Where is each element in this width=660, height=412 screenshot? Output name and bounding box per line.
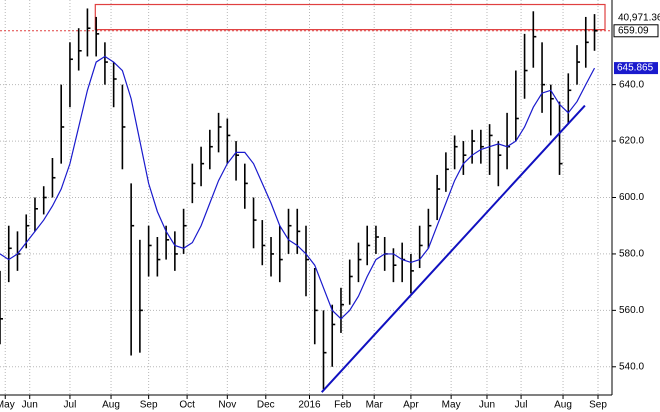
x-tick-label: Jul (64, 400, 77, 411)
price-label: 659.09 (618, 25, 649, 36)
price-box (613, 24, 659, 38)
x-tick-label: Aug (102, 400, 120, 411)
y-tick-label: 560.0 (619, 305, 644, 316)
x-tick-label: Aug (554, 400, 572, 411)
x-tick-label: Dec (257, 400, 275, 411)
x-tick-label: Sep (589, 400, 607, 411)
ma-box (614, 62, 658, 75)
x-tick-label: Oct (179, 400, 195, 411)
x-tick-label: Mar (366, 400, 384, 411)
x-tick-label: May (0, 400, 15, 411)
moving-average (0, 55, 596, 320)
resistance-box (94, 3, 606, 31)
y-tick-label: 580.0 (619, 249, 644, 260)
x-tick-label: Nov (218, 400, 236, 411)
x-tick-label: Jul (515, 400, 528, 411)
y-tick-label: 540.0 (619, 361, 644, 372)
x-tick-label: May (442, 400, 461, 411)
x-tick-label: Feb (334, 400, 352, 411)
trendline (321, 104, 586, 393)
x-tick-label: Jun (22, 400, 38, 411)
y-tick-label: 640.0 (619, 79, 644, 90)
ma-label: 645.865 (617, 63, 654, 74)
x-tick-label: Sep (140, 400, 158, 411)
y-tick-label: 600.0 (619, 192, 644, 203)
x-tick-label: Apr (403, 400, 419, 411)
x-tick-label: 2016 (298, 400, 321, 411)
y-tick-label: 620.0 (619, 136, 644, 147)
volume-label: 40,971.36 (618, 13, 660, 24)
x-tick-label: Jun (479, 400, 495, 411)
